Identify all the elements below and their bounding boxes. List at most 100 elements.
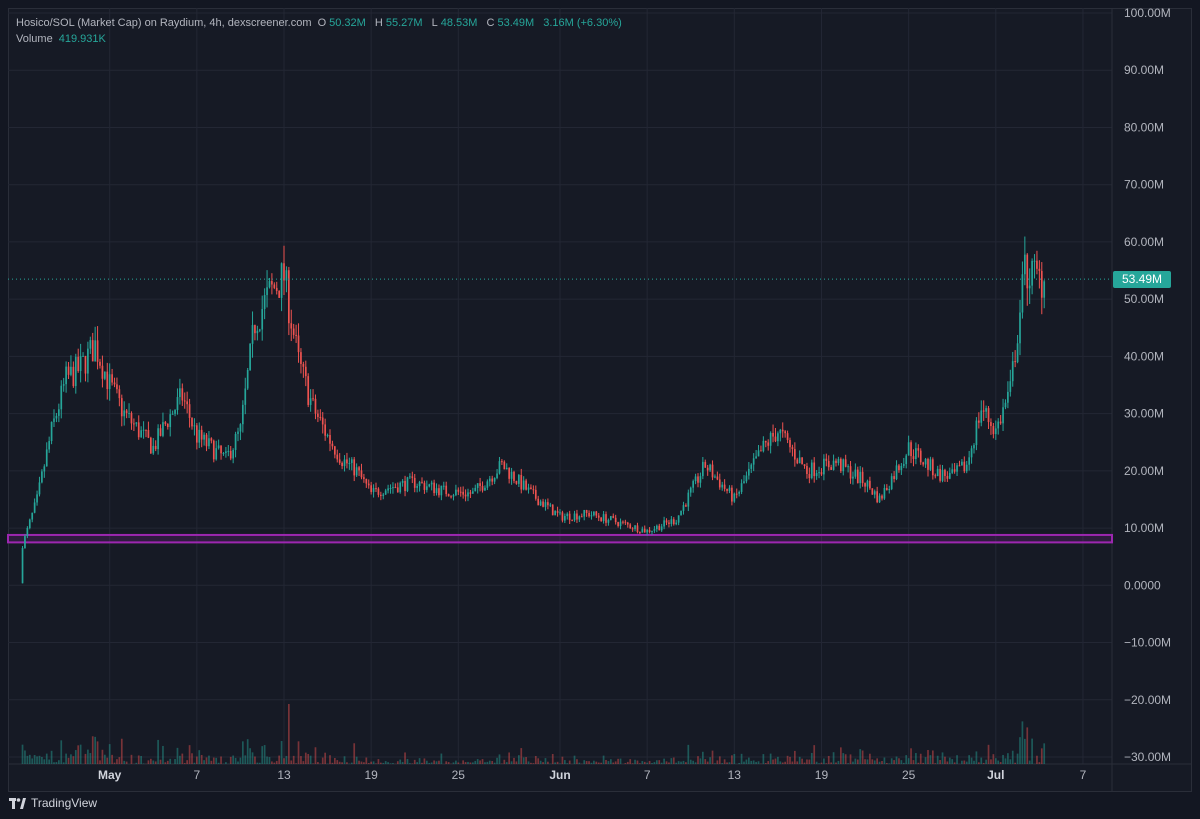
candle-body [462,491,465,495]
candle-body [220,445,222,454]
chart-frame[interactable] [8,8,1192,792]
candle-body [241,404,244,425]
candle-body [726,488,728,491]
candle-body [266,287,268,296]
candle-body [297,335,300,353]
volume-bar [583,760,586,764]
volume-bar [917,762,920,764]
volume-bar [682,760,685,764]
volume-bar [525,757,527,764]
candle-body [643,528,646,533]
candle-body [234,433,237,450]
volume-bar [815,761,818,764]
candle-body [779,429,782,434]
candle-body [948,472,951,479]
volume-bar [409,763,411,764]
candle-body [341,462,343,467]
volume-bar [28,754,31,764]
candle-body [946,475,949,479]
candle-body [767,442,770,446]
volume-bar [573,755,576,764]
volume-bar [537,758,540,764]
volume-bar [915,753,917,764]
candle-body [360,470,363,478]
volume-bar [781,762,784,764]
volume-bar [946,761,949,764]
volume-bar [210,760,213,764]
volume-bar [266,756,268,764]
volume-bar [600,762,603,764]
candle-body [171,413,174,415]
volume-bar [425,760,428,764]
volume-bar [653,762,656,764]
volume-bar [152,760,155,764]
candle-body [120,398,123,417]
volume-bar [346,762,348,764]
volume-bar [50,750,53,764]
volume-bar [728,762,731,764]
candle-body [706,467,709,471]
volume-bar [384,761,387,764]
candle-body [532,489,535,491]
candle-body [622,521,624,523]
candle-body [810,462,813,479]
volume-bar [493,762,496,764]
candle-body [651,530,653,533]
volume-bar [871,759,874,764]
volume-bar [941,752,944,764]
volume-bar [609,759,612,764]
volume-bar [505,762,508,764]
volume-bar [563,760,566,764]
candle-body [174,410,176,414]
volume-bar [396,761,399,764]
candle-body [646,529,649,533]
y-tick-label: 90.00M [1124,63,1164,77]
symbol-title: Hosico/SOL (Market Cap) on Raydium, 4h, … [16,17,312,29]
volume-bar [324,752,327,764]
volume-bar [108,744,111,764]
candle-body [774,436,777,442]
candle-body [571,520,573,522]
volume-bar [624,763,627,764]
volume-bar [919,753,922,764]
volume-bar [634,759,636,764]
candle-body [271,281,273,285]
candle-body [452,495,455,497]
volume-bar [435,761,438,764]
candle-body [639,532,641,534]
volume-bar [452,762,455,764]
volume-bar [70,754,72,764]
volume-bar [1026,727,1029,764]
x-tick-label: 19 [815,768,829,782]
volume-bar [931,750,934,764]
volume-bar [711,750,714,764]
tradingview-brand[interactable]: TradingView [9,796,97,810]
volume-bar [861,750,864,764]
candle-body [300,352,302,364]
candle-body [166,423,169,427]
candle-body [263,295,266,309]
candle-body [256,330,259,334]
volume-bar [651,763,653,764]
candle-body [956,465,958,472]
volume-bar [249,748,251,764]
candle-body [854,469,857,477]
candle-body [195,425,198,443]
volume-bar [159,759,162,764]
volume-bar [619,758,622,764]
volume-bar [777,756,779,764]
candle-body [743,481,745,484]
candle-body [566,513,569,517]
volume-bar [806,759,808,764]
candle-body [859,471,862,484]
candle-body [1028,285,1031,289]
candle-body [951,469,954,473]
candle-body [762,440,765,452]
candle-body [677,515,680,523]
volume-bar [902,762,905,764]
candle-body [634,525,636,529]
volume-bar [484,762,486,764]
candle-body [658,525,661,531]
candle-body [888,489,891,491]
